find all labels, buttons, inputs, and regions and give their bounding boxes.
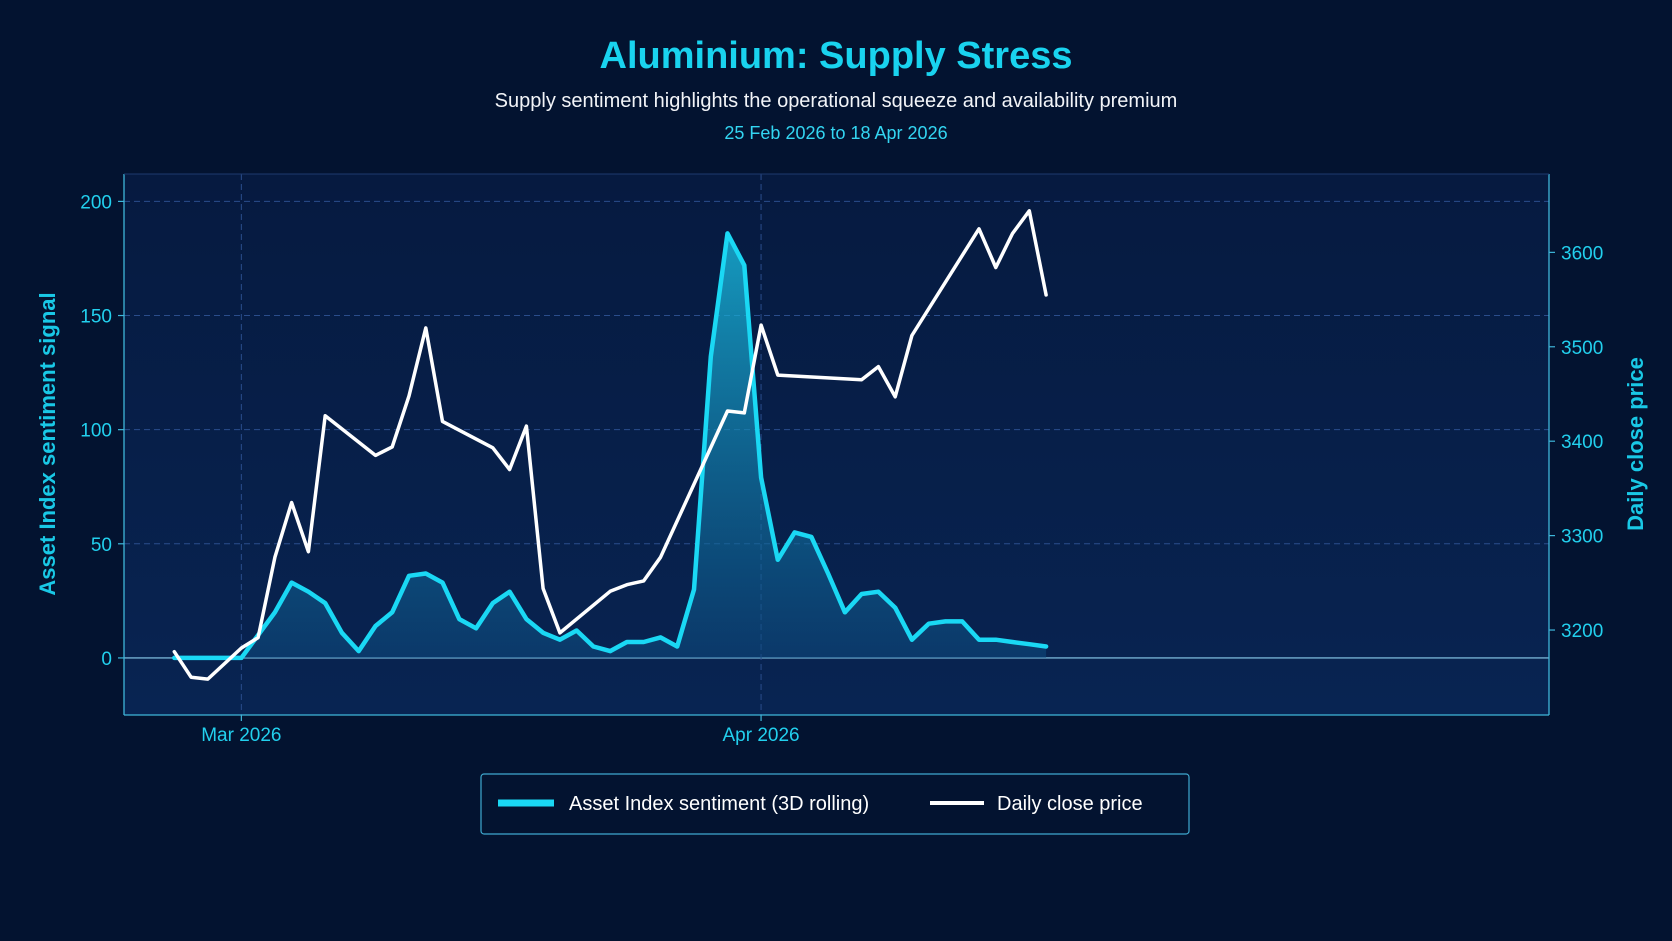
y-left-tick-label: 50 bbox=[91, 535, 112, 556]
series-lines bbox=[172, 209, 1049, 681]
x-tick-label: Mar 2026 bbox=[201, 725, 281, 746]
chart-title: Aluminium: Supply Stress bbox=[600, 35, 1073, 77]
legend: Asset Index sentiment (3D rolling) Daily… bbox=[480, 773, 1190, 835]
y-left-tick-label: 150 bbox=[80, 307, 112, 328]
y-right-tick-label: 3500 bbox=[1561, 338, 1603, 359]
axes: 0 50 100 150 200 Mar 2026 Apr 2026 3200 3300 3400… bbox=[80, 173, 1603, 746]
x-tick-label: Apr 2026 bbox=[722, 725, 799, 746]
y-right-tick-label: 3300 bbox=[1561, 527, 1603, 548]
y-left-tick-label: 0 bbox=[101, 649, 112, 670]
y-left-tick-label: 200 bbox=[80, 192, 112, 213]
y-left-tick-label: 100 bbox=[80, 421, 112, 442]
legend-box bbox=[480, 773, 1190, 835]
chart-subtitle: Supply sentiment highlights the operatio… bbox=[495, 90, 1178, 112]
date-range: 25 Feb 2026 to 18 Apr 2026 bbox=[724, 123, 947, 143]
legend-label-price: Daily close price bbox=[997, 793, 1143, 815]
y-right-tick-label: 3600 bbox=[1561, 243, 1603, 264]
price-line bbox=[172, 209, 1048, 681]
y-right-tick-label: 3200 bbox=[1561, 621, 1603, 642]
y-right-tick-label: 3400 bbox=[1561, 432, 1603, 453]
y-axis-right-label: Daily close price bbox=[1623, 357, 1648, 531]
grid bbox=[124, 174, 1549, 715]
legend-label-sentiment: Asset Index sentiment (3D rolling) bbox=[569, 793, 869, 815]
sentiment-line bbox=[172, 231, 1049, 661]
y-axis-left-label: Asset Index sentiment signal bbox=[35, 292, 60, 595]
